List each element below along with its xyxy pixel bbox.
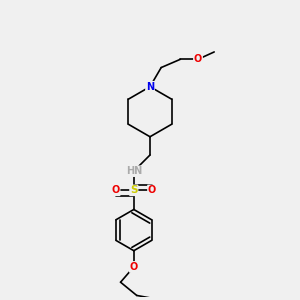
Text: S: S: [130, 185, 138, 195]
Text: O: O: [130, 262, 138, 272]
Text: N: N: [146, 82, 154, 92]
Text: O: O: [148, 185, 156, 195]
Text: HN: HN: [126, 166, 142, 176]
Text: O: O: [111, 185, 120, 195]
Text: O: O: [194, 54, 202, 64]
